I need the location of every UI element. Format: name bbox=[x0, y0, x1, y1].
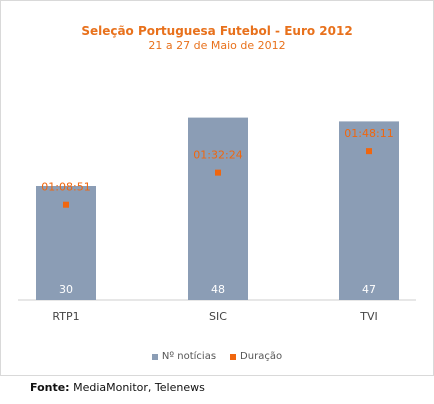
bar-value-label-sic: 48 bbox=[211, 283, 225, 296]
duration-marker-rtp1 bbox=[63, 201, 69, 208]
duration-label-tvi: 01:48:11 bbox=[344, 127, 393, 140]
bar-value-label-tvi: 47 bbox=[362, 283, 376, 296]
bar-sic bbox=[188, 117, 248, 300]
legend-label-duracao: Duração bbox=[240, 351, 283, 362]
bar-value-label-rtp1: 30 bbox=[59, 283, 73, 296]
category-label-tvi: TVI bbox=[359, 310, 378, 323]
category-label-rtp1: RTP1 bbox=[52, 310, 79, 323]
chart-subtitle: 21 a 27 de Maio de 2012 bbox=[148, 39, 286, 52]
duration-label-sic: 01:32:24 bbox=[193, 149, 242, 162]
chart-title: Seleção Portuguesa Futebol - Euro 2012 bbox=[81, 24, 353, 38]
duration-marker-tvi bbox=[366, 148, 372, 155]
legend-label-noticias: Nº notícias bbox=[161, 351, 217, 362]
source-text: MediaMonitor, Telenews bbox=[73, 381, 205, 394]
legend-item-noticias: Nº notícias bbox=[151, 351, 217, 362]
duration-marker-sic bbox=[215, 169, 221, 176]
duration-label-rtp1: 01:08:51 bbox=[41, 181, 90, 194]
source-label: Fonte: bbox=[30, 381, 70, 394]
legend-swatch-noticias bbox=[151, 353, 158, 360]
legend-swatch-duracao bbox=[230, 353, 237, 360]
category-label-sic: SIC bbox=[209, 310, 227, 323]
legend-item-duracao: Duração bbox=[230, 351, 282, 362]
chart-legend: Nº notícias Duração bbox=[0, 351, 434, 362]
source-note: Fonte: MediaMonitor, Telenews bbox=[30, 381, 205, 394]
